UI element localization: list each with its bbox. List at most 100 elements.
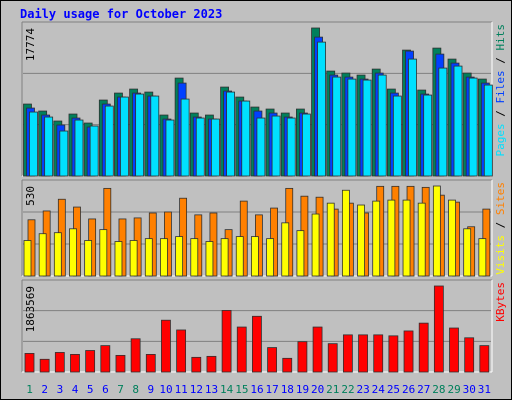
bar <box>358 334 368 373</box>
bar <box>332 76 342 177</box>
bar <box>433 285 444 373</box>
bar <box>211 118 220 177</box>
x-tick-label: 29 <box>447 383 460 396</box>
bar <box>144 238 153 277</box>
x-tick-label: 16 <box>250 383 263 396</box>
x-tick-label: 18 <box>281 383 294 396</box>
bar <box>373 334 384 373</box>
x-tick-label: 4 <box>72 383 79 396</box>
bar <box>114 241 123 277</box>
x-tick-label: 2 <box>41 383 48 396</box>
x-tick-label: 6 <box>102 383 109 396</box>
bar <box>302 113 311 177</box>
bar <box>392 95 402 177</box>
bar <box>85 350 96 373</box>
bar <box>104 105 114 177</box>
bar <box>115 354 126 373</box>
bar <box>478 238 487 277</box>
bar <box>297 341 308 373</box>
x-tick-label: 15 <box>235 383 248 396</box>
x-tick-label: 27 <box>417 383 430 396</box>
bar <box>402 199 411 277</box>
bar <box>266 238 274 277</box>
x-tick-label: 26 <box>402 383 415 396</box>
x-tick-label: 13 <box>205 383 218 396</box>
bar <box>483 84 493 177</box>
bar <box>241 100 251 177</box>
bar <box>296 230 305 277</box>
y-tick-label: 17774 <box>24 28 37 61</box>
bar <box>377 74 387 177</box>
bar <box>468 77 478 177</box>
bar <box>100 345 111 373</box>
x-tick-label: 30 <box>463 383 476 396</box>
bar <box>463 228 472 277</box>
bar <box>206 355 217 373</box>
y-tick-label: 1863569 <box>24 286 37 332</box>
bar <box>99 229 108 277</box>
legend-entry: KBytes <box>494 282 507 322</box>
bar <box>449 327 459 373</box>
x-tick-label: 24 <box>372 383 386 396</box>
bar <box>69 228 77 277</box>
bar <box>423 94 433 177</box>
legend-separator: / <box>494 215 507 235</box>
bar <box>221 310 232 373</box>
bar <box>24 353 35 373</box>
x-tick-label: 19 <box>296 383 309 396</box>
bar <box>448 199 456 277</box>
bar <box>135 93 145 177</box>
bar <box>236 326 247 373</box>
x-tick-label: 28 <box>432 383 445 396</box>
bar <box>129 240 138 277</box>
bar <box>438 67 448 177</box>
legend-separator: / <box>494 104 507 124</box>
legend: Visits / Sites <box>494 182 507 275</box>
bar <box>267 347 277 373</box>
bar <box>160 238 168 277</box>
legend-separator: / <box>494 51 507 71</box>
x-tick-label: 22 <box>341 383 354 396</box>
bar <box>130 338 141 373</box>
bar <box>347 78 357 177</box>
legend: Pages / Files / Hits <box>494 24 507 157</box>
x-tick-label: 17 <box>266 383 279 396</box>
bar <box>327 343 338 373</box>
bar <box>84 240 93 277</box>
legend-entry: Pages <box>494 123 507 156</box>
x-tick-label: 3 <box>57 383 64 396</box>
bar <box>281 222 290 277</box>
x-tick-label: 20 <box>311 383 324 396</box>
x-tick-label: 25 <box>387 383 400 396</box>
bar <box>256 117 266 177</box>
bar <box>271 115 281 177</box>
bar <box>372 200 381 277</box>
bar <box>220 238 229 277</box>
bar <box>195 117 205 177</box>
bar <box>70 354 80 373</box>
bar <box>53 232 62 277</box>
bar <box>38 233 47 277</box>
bar <box>205 241 214 277</box>
bar <box>59 130 69 177</box>
bar <box>453 65 463 177</box>
bar <box>176 329 187 373</box>
bar <box>388 335 399 373</box>
x-tick-label: 10 <box>159 383 172 396</box>
bar <box>403 330 414 373</box>
bar <box>317 41 326 177</box>
legend-entry: Sites <box>494 182 507 215</box>
bar <box>362 79 372 177</box>
x-tick-label: 11 <box>175 383 188 396</box>
x-tick-label: 23 <box>357 383 370 396</box>
x-tick-label: 8 <box>132 383 139 396</box>
bar <box>432 185 441 277</box>
bar <box>190 238 199 277</box>
bar <box>175 236 184 277</box>
bar <box>165 119 175 177</box>
bar <box>120 96 129 177</box>
bar <box>479 345 490 373</box>
bar <box>417 202 426 277</box>
bar <box>39 358 50 373</box>
